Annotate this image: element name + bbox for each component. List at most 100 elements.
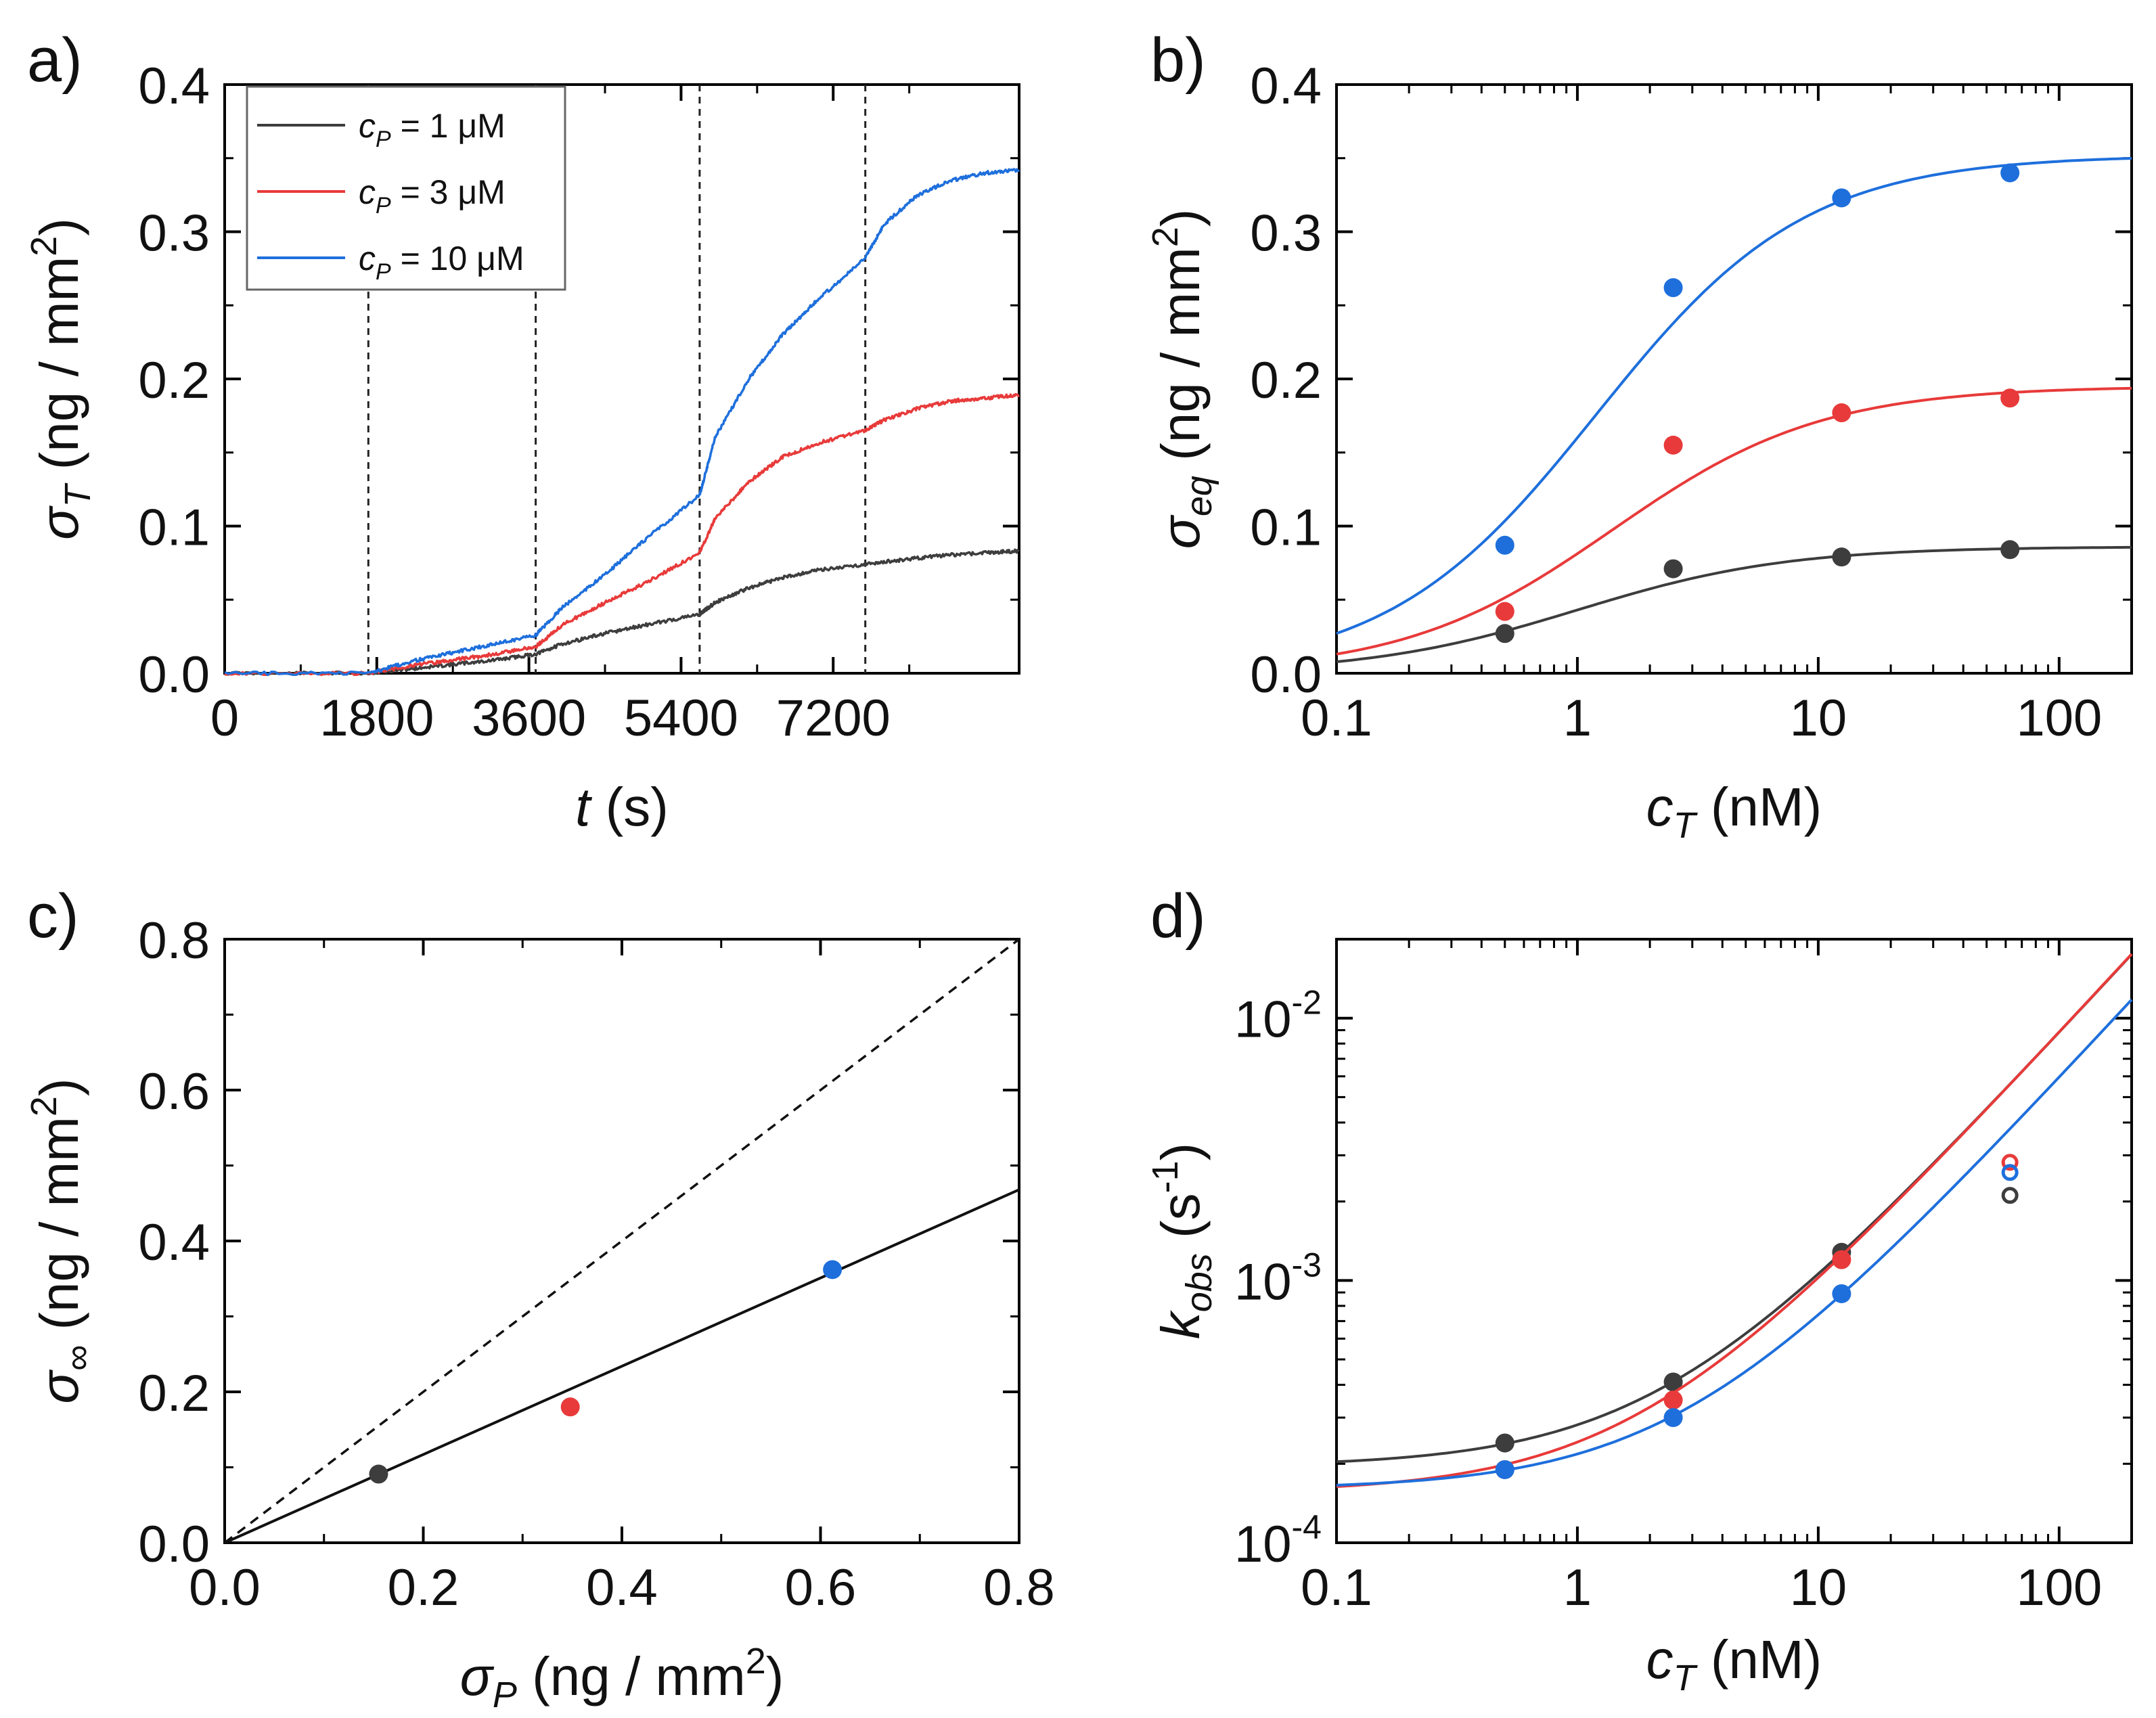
data-point-black: [1832, 547, 1851, 567]
open-data-point-black: [2001, 1187, 2019, 1204]
y-tick-label: 0.1: [138, 499, 210, 557]
x-tick-label: 100: [2016, 690, 2102, 747]
y-title-symbol: σ: [1150, 514, 1211, 549]
data-point-blue: [823, 1260, 843, 1280]
data-point-red: [1832, 403, 1851, 423]
y-title-superscript: 2: [24, 236, 64, 256]
open-data-point-blue: [2001, 1164, 2019, 1181]
y-tick-label: 0.6: [138, 1063, 210, 1121]
fit-curve-blue: [1336, 157, 2132, 635]
data-point-blue: [1663, 1408, 1683, 1428]
y-title-unit: (s: [1150, 1193, 1211, 1253]
legend-subscript: P: [376, 193, 391, 219]
x-tick-label: 100: [2016, 1559, 2102, 1617]
series-line-blue: [224, 168, 1020, 677]
data-point-black: [2000, 540, 2020, 560]
data-point-red: [1663, 1391, 1683, 1410]
legend-box: [246, 85, 566, 291]
data-point-red: [1495, 602, 1514, 621]
data-point-blue: [1495, 535, 1514, 555]
y-tick-label: 10-2: [1234, 984, 1322, 1049]
panel-label: a): [27, 26, 83, 95]
data-point-black: [1495, 1433, 1514, 1453]
x-title-unit: (ng / mm: [517, 1646, 746, 1706]
y-title-unit: (ng / mm: [1150, 247, 1211, 476]
y-title-symbol: k: [1150, 1309, 1211, 1339]
y-title-subscript: ∞: [58, 1345, 98, 1372]
y-tick-label: 0.0: [138, 1516, 210, 1573]
y-tick-label: 0.4: [138, 58, 210, 115]
x-tick-label: 5400: [624, 690, 738, 747]
x-tick-label: 0.2: [388, 1559, 459, 1617]
x-tick-label: 1: [1563, 690, 1592, 747]
legend-entry: cP = 10 μM: [359, 240, 524, 285]
y-tick-base: 10: [1234, 1516, 1292, 1573]
x-tick-label: 0.6: [785, 1559, 857, 1617]
fit-curve-black: [1336, 545, 2132, 663]
y-tick-exponent: -3: [1292, 1246, 1322, 1284]
y-tick-label: 10-4: [1234, 1508, 1322, 1573]
y-tick-label: 0.0: [138, 646, 210, 704]
x-tick-label: 0.0: [189, 1559, 261, 1617]
y-title-superscript: -1: [1145, 1160, 1186, 1193]
y-tick-label: 0.2: [1250, 352, 1322, 409]
y-tick-label: 0.3: [138, 205, 210, 263]
y-axis-title: kobs (s-1): [1145, 1143, 1219, 1340]
legend-subscript: P: [376, 259, 391, 285]
plot-frame: [1335, 938, 2133, 1544]
y-title-symbol: σ: [29, 1370, 89, 1404]
y-title-close: ): [1150, 209, 1211, 227]
y-tick-exponent: -2: [1292, 984, 1322, 1022]
fit-curve-blue: [1336, 999, 2133, 1487]
data-point-black: [1663, 559, 1683, 579]
data-point-red: [2000, 388, 2020, 408]
identity-dashed-line: [223, 938, 1020, 1544]
series-line-red: [224, 392, 1020, 677]
y-tick-label: 0.4: [1250, 58, 1322, 115]
data-point-blue: [2000, 163, 2020, 183]
x-title-close: ): [766, 1646, 784, 1706]
panel-label: d): [1150, 882, 1206, 951]
y-title-close: ): [29, 1078, 89, 1096]
fit-curve-red: [1336, 386, 2132, 656]
data-point-red: [560, 1397, 580, 1417]
y-tick-label: 0.2: [138, 1365, 210, 1422]
x-axis-title: cT (nM): [1646, 777, 1822, 846]
x-tick-label: 10: [1790, 690, 1847, 747]
series-line-black: [224, 548, 1020, 677]
y-tick-label: 0.1: [1250, 499, 1322, 557]
y-tick-label: 0.4: [138, 1214, 210, 1271]
y-title-symbol: σ: [29, 505, 89, 540]
open-data-point-red: [2001, 1154, 2019, 1171]
y-tick-label: 0.2: [138, 352, 210, 409]
panel-c: 0.0 0.2 0.4 0.6 0.80.00.20.40.60.8c)σ∞ (ng /…: [24, 882, 1055, 1715]
x-title-unit: (nM): [1696, 777, 1822, 837]
x-tick-label: 0.8: [983, 1559, 1055, 1617]
y-tick-label: 10-3: [1234, 1246, 1322, 1311]
panel-label: c): [27, 882, 79, 951]
legend-entry: cP = 1 μM: [359, 107, 506, 152]
x-tick-label: 1: [1563, 1559, 1592, 1617]
x-tick-label: 1800: [319, 690, 434, 747]
legend-value: = 1 μM: [391, 107, 506, 145]
data-point-blue: [1832, 1284, 1851, 1303]
y-axis-title: σeq (ng / mm2): [1145, 209, 1219, 549]
legend-symbol: c: [359, 240, 376, 277]
x-tick-label: 0.1: [1301, 1559, 1372, 1617]
legend-subscript: P: [376, 127, 391, 152]
x-title-symbol: σ: [460, 1646, 495, 1706]
x-title-unit: (s): [590, 777, 669, 837]
linear-fit-line: [224, 1188, 1020, 1544]
legend-symbol: c: [359, 107, 376, 145]
x-title-symbol: c: [1646, 777, 1674, 837]
legend-value: = 3 μM: [391, 173, 506, 211]
data-point-black: [1495, 624, 1514, 643]
x-title-symbol: c: [1646, 1629, 1674, 1690]
y-tick-label: 0.3: [1250, 205, 1322, 263]
legend-value: = 10 μM: [391, 240, 524, 277]
y-title-subscript: eq: [1179, 476, 1219, 516]
x-title-superscript: 2: [746, 1641, 766, 1681]
y-title-unit: (ng / mm: [29, 1116, 89, 1345]
